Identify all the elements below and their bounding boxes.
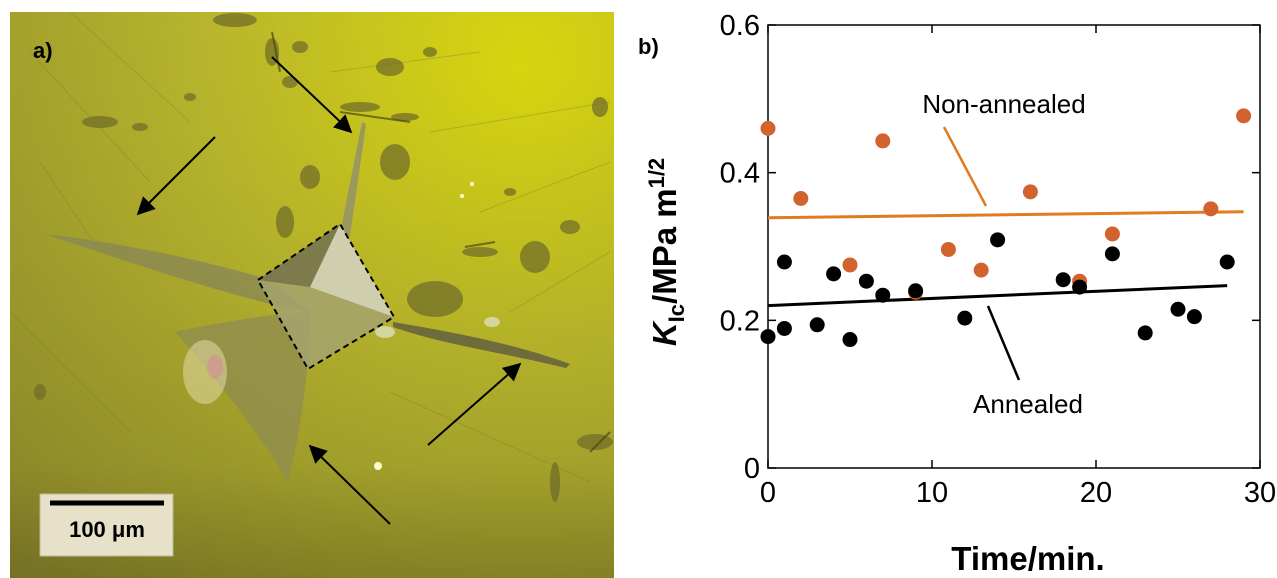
indent-outline [256, 222, 396, 371]
annotation-annealed: Annealed [973, 305, 1083, 419]
annotation-annealed-label: Annealed [973, 389, 1083, 419]
x-tick-label: 20 [1080, 477, 1112, 509]
arrow-bottom [308, 444, 391, 525]
point-non-annealed [760, 120, 776, 136]
annotation-non-annealed: Non-annealed [922, 89, 1086, 207]
point-non-annealed [842, 257, 858, 273]
point-annealed [842, 332, 858, 348]
data-points [760, 108, 1252, 348]
x-tick-label: 10 [916, 477, 948, 509]
point-annealed [1072, 279, 1088, 295]
point-non-annealed [875, 133, 891, 149]
point-annealed [1137, 325, 1153, 341]
point-non-annealed [940, 241, 956, 257]
point-annealed [776, 320, 792, 336]
point-non-annealed [1236, 108, 1252, 124]
y-axis-title-sub: Ic [664, 304, 689, 322]
y-axis-title-k: K [646, 320, 683, 346]
chart-panel: b) 0 10 20 30 0 0.2 0.4 0.6 Non-annealed Anneal… [628, 0, 1277, 578]
fit-lines [767, 210, 1244, 308]
point-annealed [908, 283, 924, 299]
point-annealed [826, 266, 842, 282]
annotation-non-annealed-label: Non-annealed [922, 89, 1085, 119]
panel-label-b: b) [638, 34, 659, 59]
point-annealed [1186, 309, 1202, 325]
point-non-annealed [973, 262, 989, 278]
point-annealed [1104, 246, 1120, 262]
point-non-annealed [1203, 201, 1219, 217]
point-annealed [1170, 301, 1186, 317]
point-non-annealed [1104, 226, 1120, 242]
micrograph-panel: a) 100 μm [10, 12, 614, 578]
scale-bar: 100 μm [39, 493, 174, 557]
y-tick-label: 0.6 [720, 10, 760, 42]
annotation-annealed-pointer [986, 305, 1021, 381]
x-axis-title: Time/min. [951, 540, 1104, 577]
point-annealed [760, 329, 776, 345]
point-annealed [776, 254, 792, 270]
arrow-right [427, 362, 522, 446]
point-annealed [1055, 272, 1071, 288]
point-annealed [875, 287, 891, 303]
arrow-left [136, 136, 216, 216]
fit-line-annealed [767, 284, 1228, 308]
point-annealed [990, 232, 1006, 248]
scale-bar-label: 100 μm [69, 517, 145, 542]
axis-ticks: 0 10 20 30 0 0.2 0.4 0.6 [720, 10, 1276, 509]
plot-frame [767, 24, 1261, 469]
indentation [45, 122, 570, 482]
x-tick-label: 0 [760, 477, 776, 509]
y-tick-label: 0.4 [720, 158, 760, 190]
annotation-non-annealed-pointer [942, 126, 988, 207]
kic-chart: b) 0 10 20 30 0 0.2 0.4 0.6 Non-annealed Anneal… [638, 10, 1276, 577]
crack-arrows [136, 56, 522, 525]
micrograph-image: a) 100 μm [10, 12, 614, 578]
surface-scratches [10, 12, 611, 553]
fit-line-non-annealed [767, 210, 1244, 220]
point-annealed [957, 310, 973, 326]
arrow-top [271, 56, 353, 134]
y-axis-title: KIc/MPa m1/2 [644, 158, 689, 346]
point-annealed [809, 317, 825, 333]
point-annealed [1219, 254, 1235, 270]
y-tick-label: 0.2 [720, 305, 760, 337]
point-non-annealed [793, 191, 809, 207]
point-non-annealed [1022, 184, 1038, 200]
point-annealed [858, 273, 874, 289]
x-tick-label: 30 [1244, 477, 1276, 509]
y-tick-label: 0 [744, 453, 760, 485]
panel-label-a: a) [33, 38, 53, 63]
y-axis-title-rest: /MPa m [646, 188, 683, 304]
y-axis-title-sup: 1/2 [644, 158, 669, 189]
